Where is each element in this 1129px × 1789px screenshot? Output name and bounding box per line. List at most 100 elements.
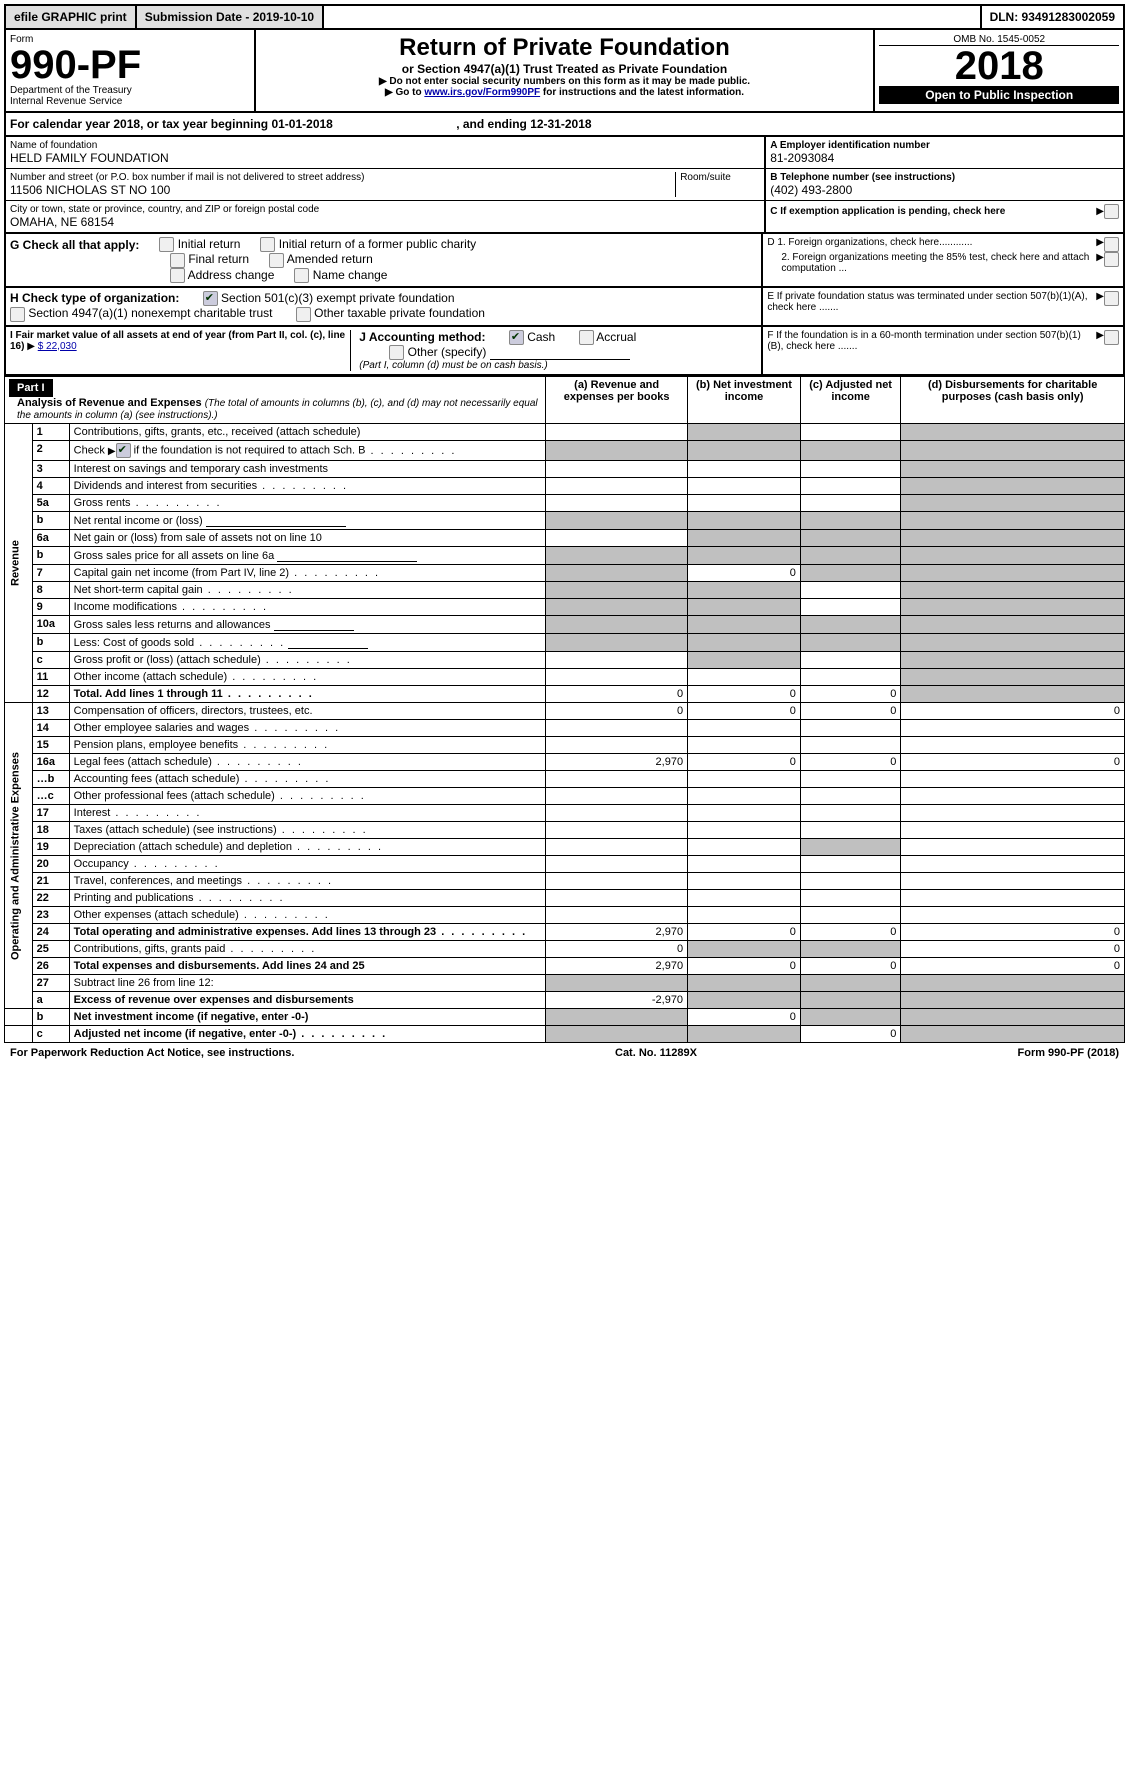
accrual-checkbox[interactable] [579, 330, 594, 345]
tax-year: 2018 [879, 46, 1119, 86]
table-row: 8Net short-term capital gain [5, 582, 1125, 599]
r10b-field[interactable] [288, 636, 368, 649]
addr-change-checkbox[interactable] [170, 268, 185, 283]
r27b-val: 0 [688, 1009, 801, 1026]
r16a-d-val: 0 [901, 754, 1125, 771]
r12: Total. Add lines 1 through 11 [74, 688, 223, 700]
f-checkbox[interactable] [1104, 330, 1119, 345]
f-label: F If the foundation is in a 60-month ter… [767, 330, 1096, 372]
r13: Compensation of officers, directors, tru… [69, 703, 546, 720]
r16a: Legal fees (attach schedule) [74, 756, 212, 768]
g-label: G Check all that apply: [10, 238, 139, 252]
submission-date: Submission Date - 2019-10-10 [137, 6, 324, 28]
footer: For Paperwork Reduction Act Notice, see … [4, 1043, 1125, 1063]
r7: Capital gain net income (from Part IV, l… [74, 567, 289, 579]
table-row: bNet investment income (if negative, ent… [5, 1009, 1125, 1026]
r20: Occupancy [74, 858, 129, 870]
table-row: 25Contributions, gifts, grants paid00 [5, 941, 1125, 958]
r6b-field[interactable] [277, 549, 417, 562]
arrow-icon [1096, 206, 1104, 217]
amended-checkbox[interactable] [269, 253, 284, 268]
part1-title: Analysis of Revenue and Expenses [17, 397, 202, 409]
table-row: 11Other income (attach schedule) [5, 669, 1125, 686]
r25: Contributions, gifts, grants paid [74, 943, 226, 955]
tel: (402) 493-2800 [770, 183, 1119, 197]
s4947-checkbox[interactable] [10, 307, 25, 322]
form-number: 990-PF [10, 45, 250, 85]
exempt-checkbox[interactable] [1104, 204, 1119, 219]
warn2-pre: Go to [395, 87, 424, 98]
r12b-val: 0 [688, 686, 801, 703]
r16a-a-val: 2,970 [546, 754, 688, 771]
r16a-b-val: 0 [688, 754, 801, 771]
table-row: 26Total expenses and disbursements. Add … [5, 958, 1125, 975]
r5b: Net rental income or (loss) [74, 515, 203, 527]
d2-checkbox[interactable] [1104, 252, 1119, 267]
e-checkbox[interactable] [1104, 291, 1119, 306]
irs-link[interactable]: www.irs.gov/Form990PF [424, 87, 540, 98]
address: 11506 NICHOLAS ST NO 100 [10, 183, 675, 197]
initial-former-checkbox[interactable] [260, 237, 275, 252]
initial-former-label: Initial return of a former public charit… [279, 237, 476, 251]
part1-table: Part I Analysis of Revenue and Expenses … [4, 376, 1125, 1043]
r13a-val: 0 [546, 703, 688, 720]
efile-graphic-button[interactable]: efile GRAPHIC print [6, 6, 137, 28]
r22: Printing and publications [74, 892, 194, 904]
r4: Dividends and interest from securities [74, 480, 257, 492]
table-row: 21Travel, conferences, and meetings [5, 873, 1125, 890]
r5b-field[interactable] [206, 514, 346, 527]
expenses-label: Operating and Administrative Expenses [5, 703, 33, 1009]
s501-checkbox[interactable] [203, 291, 218, 306]
other-tax-label: Other taxable private foundation [314, 306, 485, 320]
col-d: (d) Disbursements for charitable purpose… [901, 377, 1125, 424]
other-spec-field[interactable] [490, 347, 630, 360]
table-row: aExcess of revenue over expenses and dis… [5, 992, 1125, 1009]
city-label: City or town, state or province, country… [10, 204, 760, 215]
table-row: 14Other employee salaries and wages [5, 720, 1125, 737]
r27: Subtract line 26 from line 12: [69, 975, 546, 992]
city: OMAHA, NE 68154 [10, 215, 760, 229]
r25a-val: 0 [546, 941, 688, 958]
table-row: 15Pension plans, employee benefits [5, 737, 1125, 754]
cal-begin: 01-01-2018 [271, 117, 332, 131]
r23: Other expenses (attach schedule) [74, 909, 239, 921]
arrow-icon [27, 341, 35, 352]
initial-checkbox[interactable] [159, 237, 174, 252]
table-row: 17Interest [5, 805, 1125, 822]
r2-checkbox[interactable] [116, 443, 131, 458]
r10a-field[interactable] [274, 618, 354, 631]
r24d-val: 0 [901, 924, 1125, 941]
r2-post: if the foundation is not required to att… [131, 445, 366, 457]
addr-change-label: Address change [188, 268, 275, 282]
arrow-icon [108, 445, 116, 457]
r16a-c-val: 0 [800, 754, 901, 771]
table-row: 12Total. Add lines 1 through 11000 [5, 686, 1125, 703]
arrow-icon [1096, 330, 1104, 372]
r26c-val: 0 [800, 958, 901, 975]
table-row: 2Check if the foundation is not required… [5, 441, 1125, 461]
h-e-row: H Check type of organization: Section 50… [4, 288, 1125, 327]
cash-checkbox[interactable] [509, 330, 524, 345]
r24: Total operating and administrative expen… [74, 926, 436, 938]
final-checkbox[interactable] [170, 253, 185, 268]
table-row: cAdjusted net income (if negative, enter… [5, 1026, 1125, 1043]
col-b: (b) Net investment income [688, 377, 801, 424]
r27a-val: -2,970 [546, 992, 688, 1009]
r5a: Gross rents [74, 497, 131, 509]
r24c-val: 0 [800, 924, 901, 941]
other-spec-checkbox[interactable] [389, 345, 404, 360]
i-value: $ 22,030 [38, 341, 77, 352]
final-label: Final return [188, 252, 249, 266]
s4947-label: Section 4947(a)(1) nonexempt charitable … [28, 306, 272, 320]
addr-label: Number and street (or P.O. box number if… [10, 172, 675, 183]
r12a-val: 0 [546, 686, 688, 703]
open-public: Open to Public Inspection [879, 86, 1119, 104]
other-tax-checkbox[interactable] [296, 307, 311, 322]
initial-label: Initial return [178, 237, 241, 251]
r17: Interest [74, 807, 111, 819]
r19: Depreciation (attach schedule) and deple… [74, 841, 292, 853]
footer-left: For Paperwork Reduction Act Notice, see … [10, 1047, 294, 1059]
d1-checkbox[interactable] [1104, 237, 1119, 252]
r10c: Gross profit or (loss) (attach schedule) [74, 654, 261, 666]
name-change-checkbox[interactable] [294, 268, 309, 283]
